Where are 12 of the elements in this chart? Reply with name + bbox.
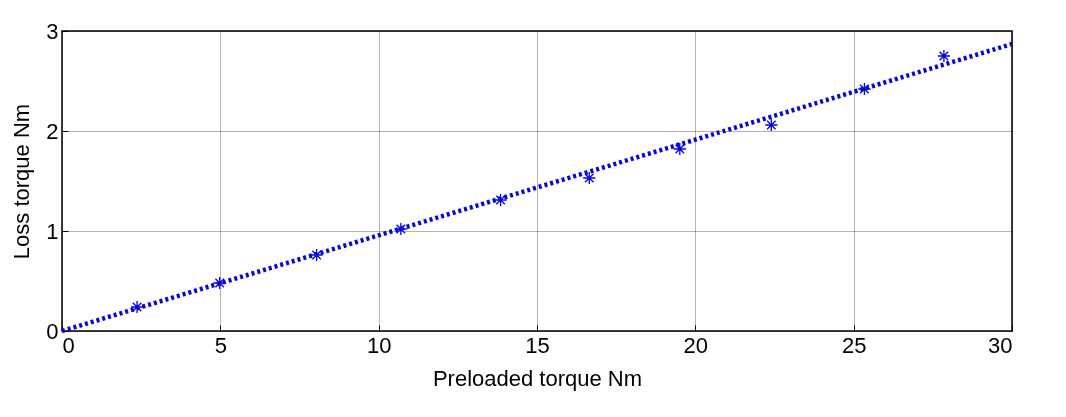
x-tick-label: 0 [62,332,75,358]
y-tick-label: 2 [46,118,59,144]
x-axis-title: Preloaded torque Nm [432,365,643,391]
x-tick-label: 25 [841,332,867,358]
x-tick-label: 30 [988,332,1013,358]
x-tick-label: 10 [366,332,392,358]
x-tick-label: 5 [214,332,227,358]
x-tick-label: 15 [525,332,550,358]
y-axis-title: Loss torque Nm [9,103,35,260]
y-tick-label: 1 [46,218,59,244]
y-tick-label: 3 [46,18,59,44]
x-tick-label: 20 [683,332,709,358]
